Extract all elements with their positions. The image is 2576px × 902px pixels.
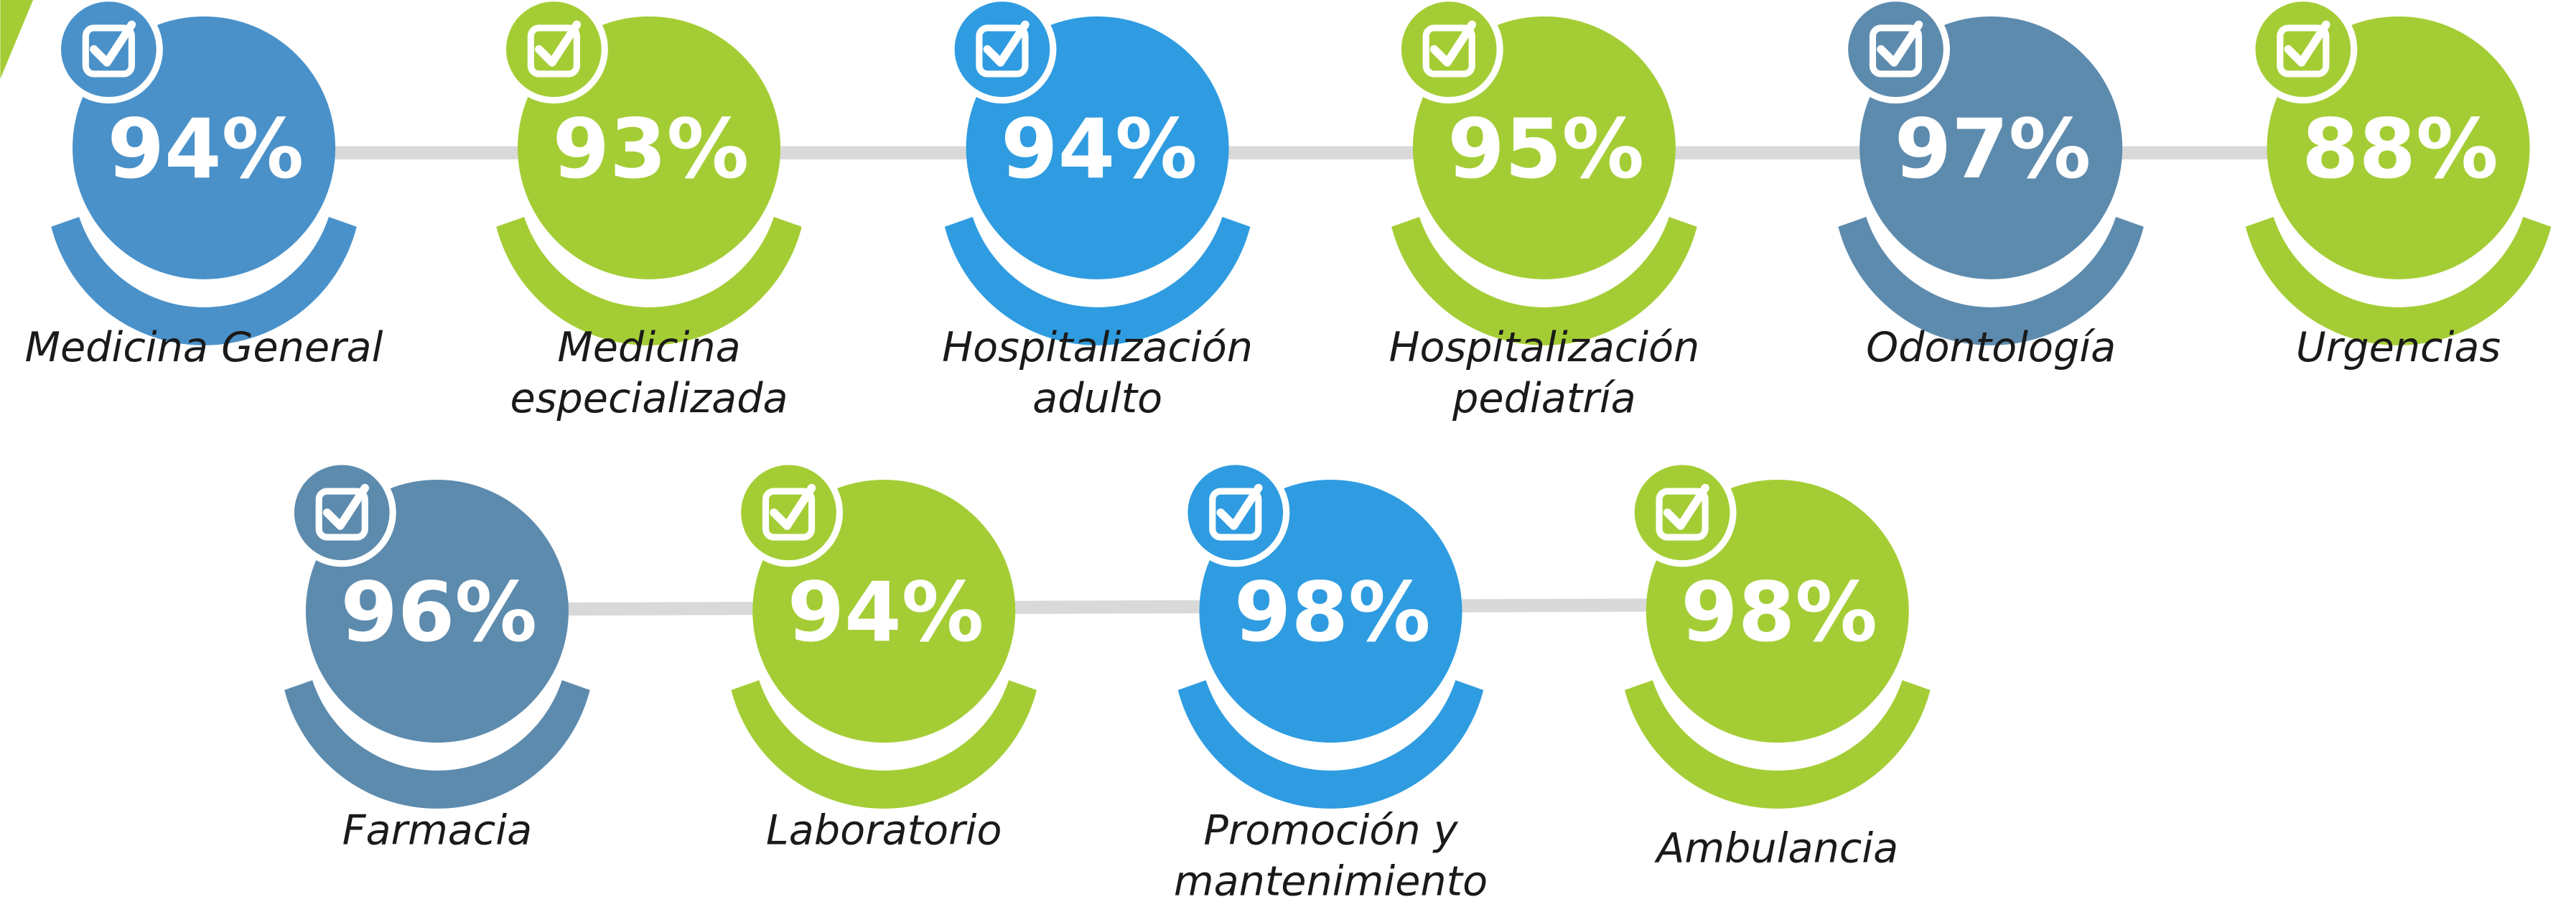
check-icon-mark [1663, 483, 1709, 530]
service-label: pediatría [1452, 375, 1636, 422]
percentage: 98% [1234, 564, 1431, 660]
check-icon-bg [499, 0, 608, 104]
check-icon-box [527, 24, 580, 78]
check-icon-box [1209, 488, 1262, 541]
check-icon-mark [983, 20, 1030, 67]
check-icon-bg [1394, 0, 1503, 104]
crescent [1838, 216, 2144, 345]
crescent [51, 216, 357, 345]
check-icon-bg [1181, 458, 1290, 567]
check-icon-box [1422, 24, 1475, 78]
check-icon-box [976, 24, 1029, 78]
service-label: Farmacia [342, 807, 533, 855]
percentage: 97% [1895, 101, 2091, 197]
service-item: 94% Medicina General [25, 0, 383, 371]
percentage: 96% [340, 564, 537, 660]
percentage: 94% [1001, 101, 1198, 197]
check-icon-mark [2284, 20, 2330, 67]
service-label: Medicina General [25, 324, 383, 371]
crescent [284, 680, 590, 809]
check-icon-mark [535, 20, 582, 67]
connector-line [437, 598, 1778, 616]
check-icon-bg [1628, 458, 1737, 567]
check-icon-box [762, 488, 816, 541]
percentage: 94% [788, 564, 984, 660]
check-icon-bg [2249, 0, 2358, 104]
check-icon-bg [54, 0, 163, 104]
crescent [731, 680, 1037, 809]
check-icon-bg [948, 0, 1057, 104]
service-label: Hospitalización [1389, 324, 1699, 371]
service-item: 96% Farmacia [284, 458, 590, 855]
service-label: Ambulancia [1653, 825, 1898, 873]
check-icon-bg [287, 458, 396, 567]
service-label: Urgencias [2296, 324, 2501, 371]
service-label: Laboratorio [766, 807, 1002, 855]
check-icon-mark [770, 483, 816, 530]
check-icon-box [315, 488, 368, 541]
service-label: especializada [510, 375, 788, 422]
service-item: 88% Urgencias [2245, 0, 2552, 371]
service-label: Odontología [1866, 324, 2116, 371]
crescent [944, 216, 1251, 345]
service-label: adulto [1032, 375, 1162, 422]
crescent [2245, 216, 2552, 345]
check-icon-mark [90, 20, 136, 67]
check-icon-mark [1429, 20, 1476, 67]
check-icon-mark [1877, 20, 1923, 67]
service-label: Hospitalización [942, 324, 1253, 371]
percentage: 98% [1681, 564, 1877, 660]
service-item: 97% Odontología [1838, 0, 2144, 371]
service-item: 94% Laboratorio [731, 458, 1037, 855]
check-icon-bg [734, 458, 844, 567]
service-label: Promoción y [1203, 807, 1458, 855]
percentage: 93% [552, 101, 749, 197]
check-icon-mark [322, 483, 369, 530]
crescent [496, 216, 802, 345]
check-icon-mark [1216, 483, 1263, 530]
crescent [1624, 680, 1931, 809]
check-icon-box [82, 24, 135, 78]
percentage: 88% [2302, 101, 2498, 197]
service-label: mantenimiento [1174, 857, 1488, 902]
percentage: 94% [107, 101, 304, 197]
check-icon-box [2277, 24, 2330, 78]
corner-decoration [0, 0, 34, 79]
check-icon-box [1656, 488, 1709, 541]
service-item: 98% Ambulancia [1624, 458, 1931, 873]
crescent [1177, 680, 1484, 809]
crescent [1391, 216, 1697, 345]
percentage: 95% [1447, 101, 1644, 197]
check-icon-box [1869, 24, 1923, 78]
check-icon-bg [1842, 0, 1950, 104]
service-label: Medicina [557, 324, 740, 371]
